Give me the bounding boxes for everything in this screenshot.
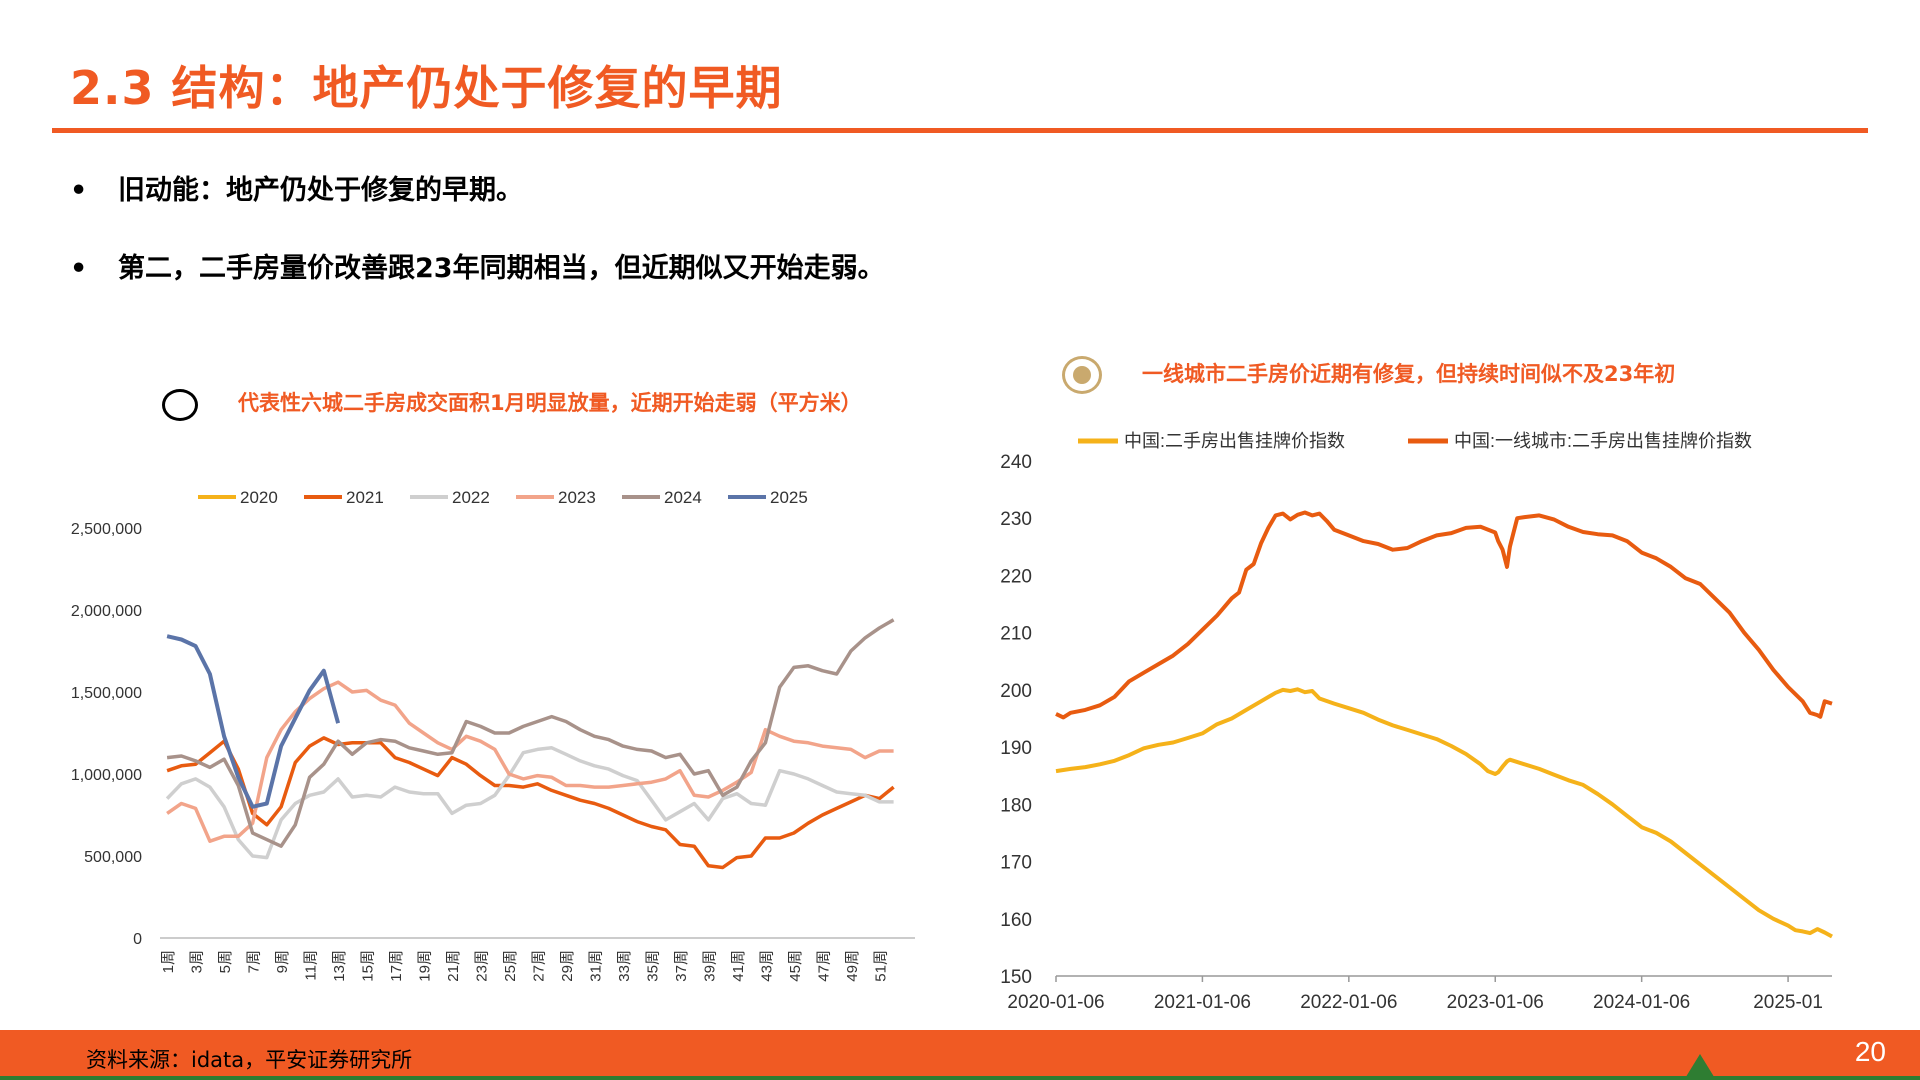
page-title: 2.3 结构：地产仍处于修复的早期 xyxy=(70,61,783,115)
x-tick-label: 13周 xyxy=(331,950,348,982)
target-marker-icon xyxy=(1062,356,1102,394)
y-tick-label: 230 xyxy=(1000,509,1032,530)
x-tick-label: 2022-01-06 xyxy=(1300,992,1397,1013)
series-line-national xyxy=(1055,687,1833,939)
x-tick-label: 7周 xyxy=(246,950,263,973)
right-chart: 中国:二手房出售挂牌价指数 中国:一线城市:二手房出售挂牌价指数 150 160 170… xyxy=(1000,431,1833,1013)
x-tick-label: 2020-01-06 xyxy=(1007,992,1104,1013)
series-line-2025 xyxy=(166,634,341,809)
x-tick-label: 2023-01-06 xyxy=(1447,992,1544,1013)
page-number: 20 xyxy=(1854,1036,1886,1067)
x-tick-label: 3周 xyxy=(189,950,206,973)
footer-source: 资料来源：idata，平安证券研究所 xyxy=(86,1048,413,1072)
x-tick-label: 23周 xyxy=(474,950,491,982)
x-tick-label: 5周 xyxy=(217,950,234,973)
legend-label: 中国:一线城市:二手房出售挂牌价指数 xyxy=(1454,431,1752,451)
y-tick-label: 150 xyxy=(1000,967,1032,988)
y-tick-label: 210 xyxy=(1000,624,1032,645)
legend-label: 2025 xyxy=(770,488,808,507)
legend-label: 2020 xyxy=(240,488,278,507)
bullet-text: 旧动能：地产仍处于修复的早期。 xyxy=(118,175,523,206)
y-tick-label: 240 xyxy=(1000,452,1032,473)
y-tick-label: 2,500,000 xyxy=(71,521,142,538)
logo-icon xyxy=(1684,1054,1716,1080)
y-tick-label: 1,000,000 xyxy=(71,767,142,784)
title-divider xyxy=(52,128,1868,133)
x-tick-label: 9周 xyxy=(274,950,291,973)
x-tick-label: 51周 xyxy=(872,950,889,982)
bullet-item: • 旧动能：地产仍处于修复的早期。 xyxy=(70,168,523,207)
y-tick-label: 190 xyxy=(1000,738,1032,759)
x-tick-label: 41周 xyxy=(730,950,747,982)
x-tick-label: 33周 xyxy=(616,950,633,982)
x-tick-label: 43周 xyxy=(758,950,775,982)
y-tick-label: 160 xyxy=(1000,910,1032,931)
legend-label: 2024 xyxy=(664,488,702,507)
x-tick-label: 47周 xyxy=(815,950,832,982)
y-tick-label: 170 xyxy=(1000,853,1032,874)
left-chart-title: 代表性六城二手房成交面积1月明显放量，近期开始走弱（平方米） xyxy=(238,391,862,415)
series-line-2021 xyxy=(166,736,895,870)
x-tick-label: 39周 xyxy=(701,950,718,982)
x-tick-label: 45周 xyxy=(787,950,804,982)
footer-bar xyxy=(0,1030,1920,1080)
bullet-text: 第二，二手房量价改善跟23年同期相当，但近期似又开始走弱。 xyxy=(118,253,885,284)
x-tick-label: 2025-01 xyxy=(1753,992,1823,1013)
x-tick-label: 31周 xyxy=(587,950,604,982)
x-tick-label: 25周 xyxy=(502,950,519,982)
x-tick-label: 1周 xyxy=(160,950,177,973)
circle-marker-icon xyxy=(162,389,198,421)
y-tick-label: 220 xyxy=(1000,566,1032,587)
x-tick-label: 37周 xyxy=(673,950,690,982)
left-chart: 2020 2021 2022 2023 2024 2025 0 500,000 1,000,00… xyxy=(71,488,915,982)
x-tick-label: 27周 xyxy=(531,950,548,982)
x-tick-label: 19周 xyxy=(417,950,434,982)
x-tick-label: 35周 xyxy=(644,950,661,982)
bullet-dot: • xyxy=(70,253,88,284)
y-tick-label: 1,500,000 xyxy=(71,685,142,702)
right-chart-title: 一线城市二手房价近期有修复，但持续时间似不及23年初 xyxy=(1142,362,1676,386)
series-line-2022 xyxy=(165,746,894,860)
series-line-2024 xyxy=(166,618,895,848)
x-tick-label: 17周 xyxy=(388,950,405,982)
y-tick-label: 200 xyxy=(1000,681,1032,702)
legend-label: 2022 xyxy=(452,488,490,507)
y-tick-label: 180 xyxy=(1000,795,1032,816)
legend-label: 中国:二手房出售挂牌价指数 xyxy=(1124,431,1345,451)
series-line-tier1 xyxy=(1055,510,1833,720)
legend-label: 2021 xyxy=(346,488,384,507)
series-line-2023 xyxy=(166,680,894,843)
x-tick-label: 2021-01-06 xyxy=(1154,992,1251,1013)
y-tick-label: 0 xyxy=(133,931,142,948)
x-tick-label: 29周 xyxy=(559,950,576,982)
bullet-item: • 第二，二手房量价改善跟23年同期相当，但近期似又开始走弱。 xyxy=(70,246,885,285)
y-tick-label: 500,000 xyxy=(84,849,142,866)
bullet-dot: • xyxy=(70,175,88,206)
legend-label: 2023 xyxy=(558,488,596,507)
x-tick-label: 49周 xyxy=(844,950,861,982)
x-tick-label: 21周 xyxy=(445,950,462,982)
y-tick-label: 2,000,000 xyxy=(71,603,142,620)
x-tick-label: 11周 xyxy=(303,950,320,981)
x-tick-label: 2024-01-06 xyxy=(1593,992,1690,1013)
x-tick-label: 15周 xyxy=(360,950,377,982)
footer-green-stripe xyxy=(0,1076,1920,1080)
